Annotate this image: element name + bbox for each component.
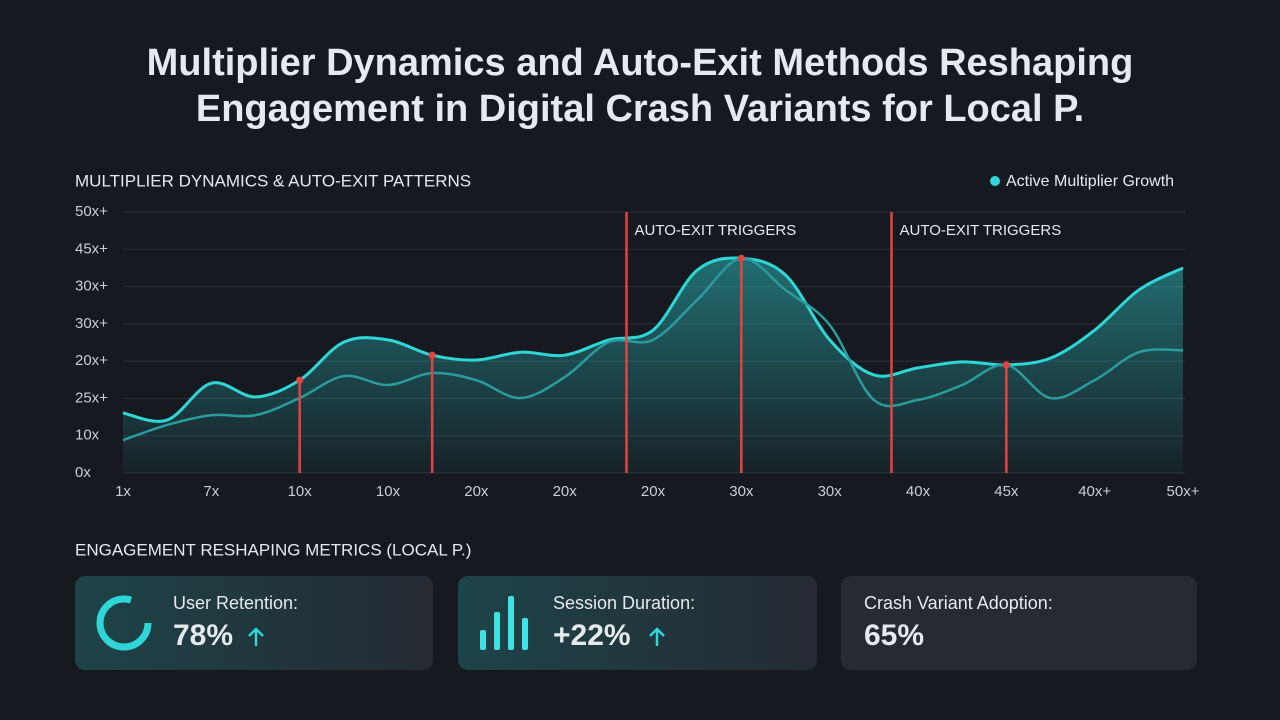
- exit-point: [296, 376, 304, 384]
- card-label: Session Duration:: [553, 593, 695, 613]
- up-arrow: [649, 627, 665, 646]
- y-tick-label: 10x: [75, 427, 100, 444]
- duration-icon: [480, 596, 528, 650]
- x-tick-label: 20x: [464, 483, 489, 500]
- card-label: Crash Variant Adoption:: [864, 593, 1053, 613]
- legend-label: Active Multiplier Growth: [1006, 173, 1174, 190]
- card-value: 78%: [173, 619, 233, 652]
- area: [123, 258, 1183, 473]
- page-title: Multiplier Dynamics and Auto-Exit Method…: [147, 42, 1134, 130]
- metrics-title: ENGAGEMENT RESHAPING METRICS (LOCAL P.): [75, 540, 471, 559]
- card: [75, 576, 433, 670]
- x-tick-label: 30x: [729, 483, 754, 500]
- x-tick-label: 45x: [994, 483, 1019, 500]
- y-tick-label: 30x+: [75, 278, 108, 295]
- chart: 0x 10x 25x+ 20x+ 30x+ 30x+ 45x+ 50x+ 1x 7x 10x 10x 2…: [75, 173, 1200, 500]
- card: [458, 576, 817, 670]
- card-label: User Retention:: [173, 593, 298, 613]
- x-tick-label: 7x: [203, 483, 219, 500]
- chart-title: MULTIPLIER DYNAMICS & AUTO-EXIT PATTERNS: [75, 171, 471, 190]
- retention-icon: [96, 595, 152, 651]
- annotation: AUTO-EXIT TRIGGERS: [900, 222, 1062, 239]
- x-tick-label: 10x: [376, 483, 401, 500]
- legend-marker: [990, 176, 1000, 186]
- exit-point: [428, 351, 436, 359]
- x-tick-label: 20x: [641, 483, 666, 500]
- exit-point: [737, 254, 745, 262]
- y-tick-label: 30x+: [75, 315, 108, 332]
- y-tick-label: 0x: [75, 464, 91, 481]
- x-tick-label: 40x+: [1078, 483, 1111, 500]
- x-tick-label: 1x: [115, 483, 131, 500]
- x-tick-label: 20x: [553, 483, 578, 500]
- x-tick-label: 10x: [288, 483, 313, 500]
- x-tick-label: 40x: [906, 483, 931, 500]
- card-value: +22%: [553, 619, 631, 652]
- card-value: 65%: [864, 619, 924, 652]
- card: [841, 576, 1197, 670]
- y-tick-label: 25x+: [75, 389, 108, 406]
- x-tick-label: 30x: [818, 483, 843, 500]
- up-arrow: [248, 627, 264, 646]
- x-tick-label: 50x+: [1167, 483, 1200, 500]
- y-tick-label: 20x+: [75, 352, 108, 369]
- exit-point: [1002, 361, 1010, 369]
- annotation: AUTO-EXIT TRIGGERS: [635, 222, 797, 239]
- y-tick-label: 50x+: [75, 203, 108, 220]
- y-tick-label: 45x+: [75, 240, 108, 257]
